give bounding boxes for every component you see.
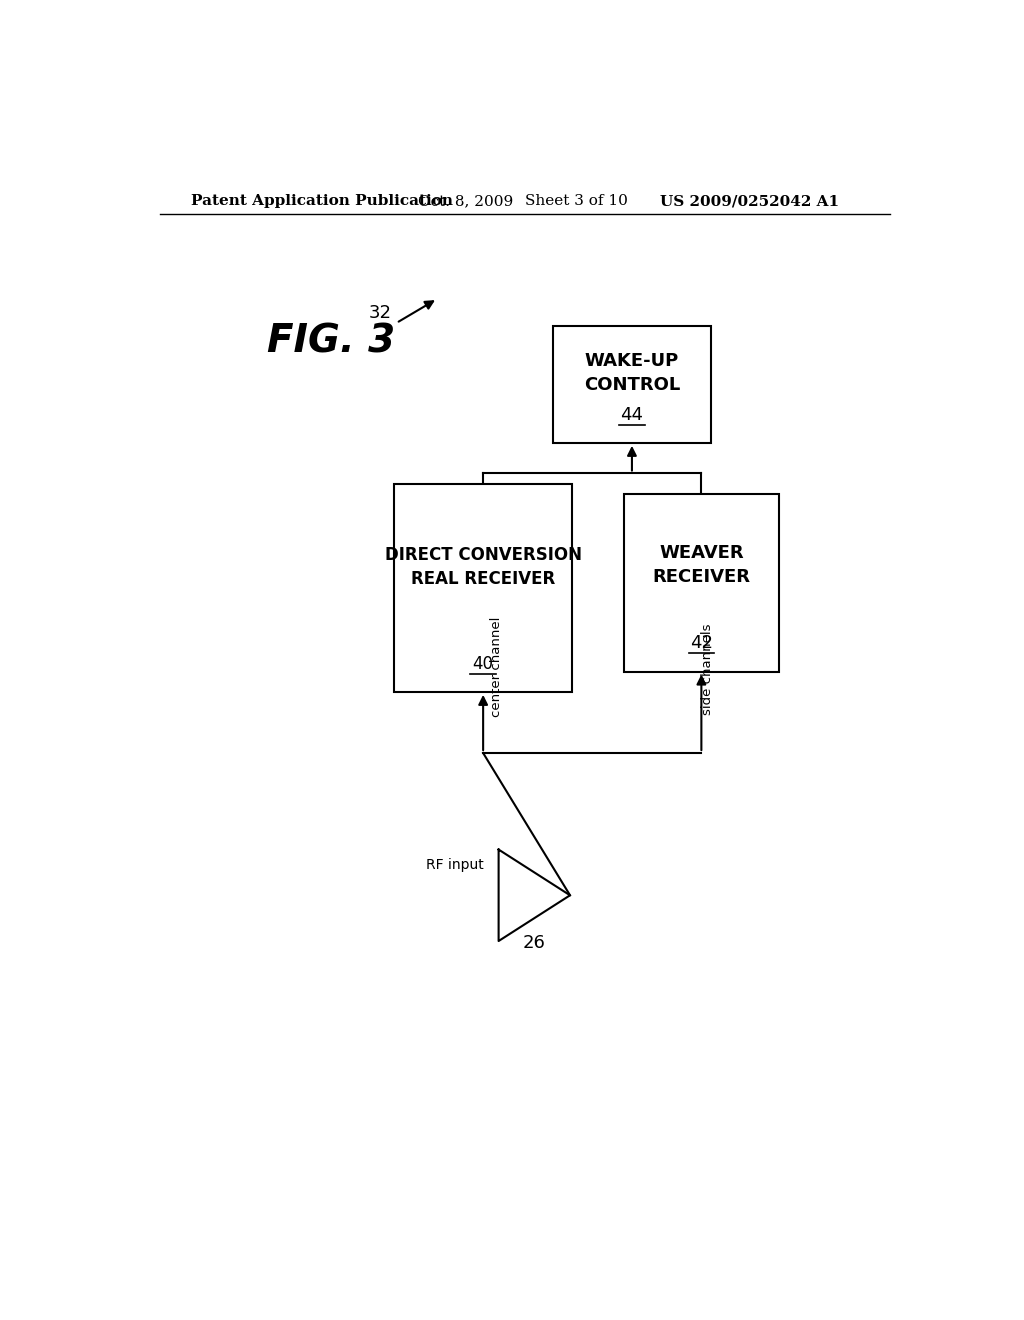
Text: 40: 40 xyxy=(473,655,494,673)
Bar xyxy=(553,326,712,444)
Text: REAL RECEIVER: REAL RECEIVER xyxy=(411,570,555,589)
Bar xyxy=(624,494,779,672)
Text: FIG. 3: FIG. 3 xyxy=(267,322,395,360)
Bar xyxy=(394,483,572,692)
Text: Patent Application Publication: Patent Application Publication xyxy=(191,194,454,209)
Text: CONTROL: CONTROL xyxy=(584,376,680,395)
Text: DIRECT CONVERSION: DIRECT CONVERSION xyxy=(385,545,582,564)
Text: 32: 32 xyxy=(369,304,392,322)
Text: RF input: RF input xyxy=(426,858,483,871)
Text: WAKE-UP: WAKE-UP xyxy=(585,351,679,370)
Text: US 2009/0252042 A1: US 2009/0252042 A1 xyxy=(659,194,839,209)
Text: side channels: side channels xyxy=(701,624,714,715)
Text: 26: 26 xyxy=(523,935,546,952)
Text: Oct. 8, 2009: Oct. 8, 2009 xyxy=(418,194,513,209)
Text: Sheet 3 of 10: Sheet 3 of 10 xyxy=(524,194,628,209)
Text: center channel: center channel xyxy=(489,616,503,718)
Text: 44: 44 xyxy=(621,405,643,424)
Text: WEAVER: WEAVER xyxy=(659,544,743,562)
Text: RECEIVER: RECEIVER xyxy=(652,568,751,586)
Text: 42: 42 xyxy=(690,634,713,652)
